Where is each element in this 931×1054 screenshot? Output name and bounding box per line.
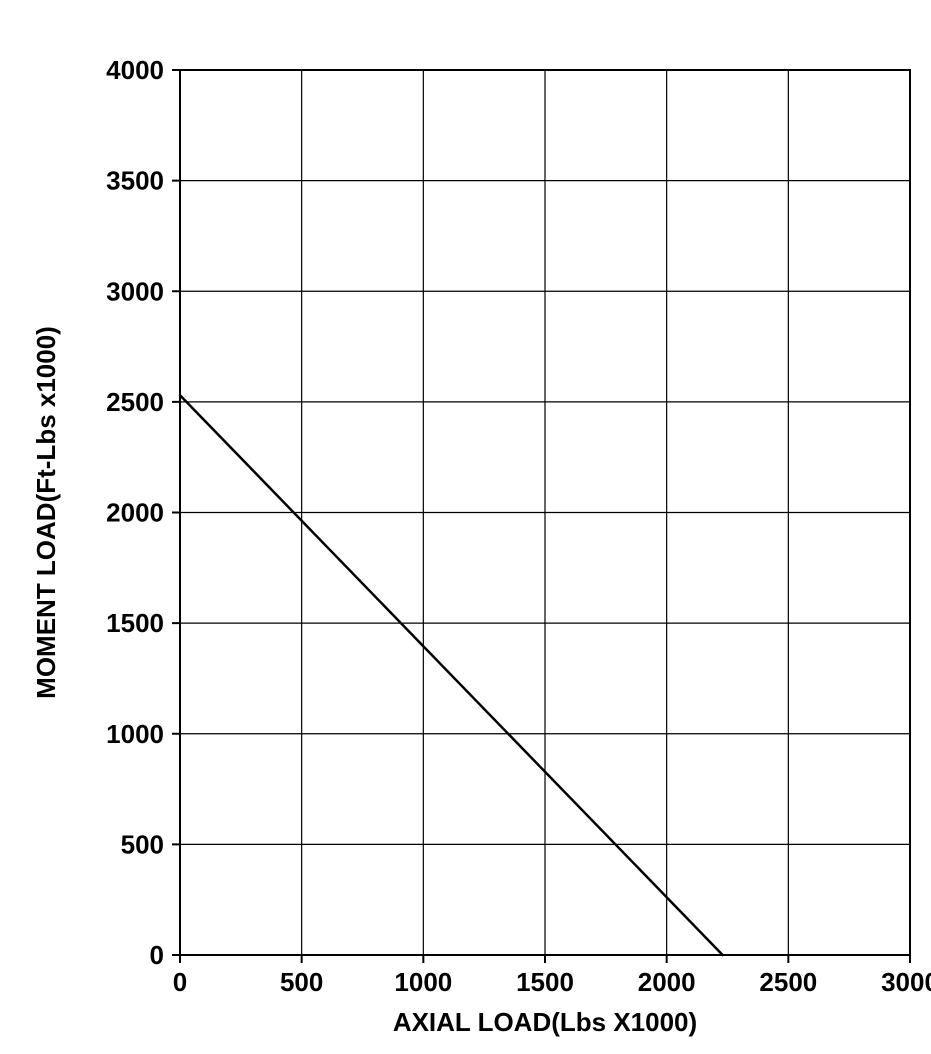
x-tick-label: 2000 [638, 967, 696, 997]
x-tick-label: 3000 [881, 967, 931, 997]
y-tick-label: 3000 [106, 276, 164, 306]
y-tick-label: 1000 [106, 719, 164, 749]
chart-svg: 0 500 1000 1500 2000 2500 3000 0 500 1000 1500 2000… [0, 0, 931, 1054]
x-tick-label: 1000 [394, 967, 452, 997]
y-axis-label: MOMENT LOAD(Ft-Lbs x1000) [31, 326, 61, 699]
y-tick-label: 4000 [106, 55, 164, 85]
y-tick-label: 2000 [106, 498, 164, 528]
y-tick-label: 2500 [106, 387, 164, 417]
y-tick-label: 500 [121, 829, 164, 859]
x-tick-label: 500 [280, 967, 323, 997]
y-tick-label: 3500 [106, 166, 164, 196]
x-tick-label: 1500 [516, 967, 574, 997]
y-tick-label: 1500 [106, 608, 164, 638]
y-tick-label: 0 [150, 940, 164, 970]
load-chart: 0 500 1000 1500 2000 2500 3000 0 500 1000 1500 2000… [0, 0, 931, 1054]
x-axis-label: AXIAL LOAD(Lbs X1000) [393, 1007, 697, 1037]
x-tick-label: 0 [173, 967, 187, 997]
x-tick-label: 2500 [759, 967, 817, 997]
